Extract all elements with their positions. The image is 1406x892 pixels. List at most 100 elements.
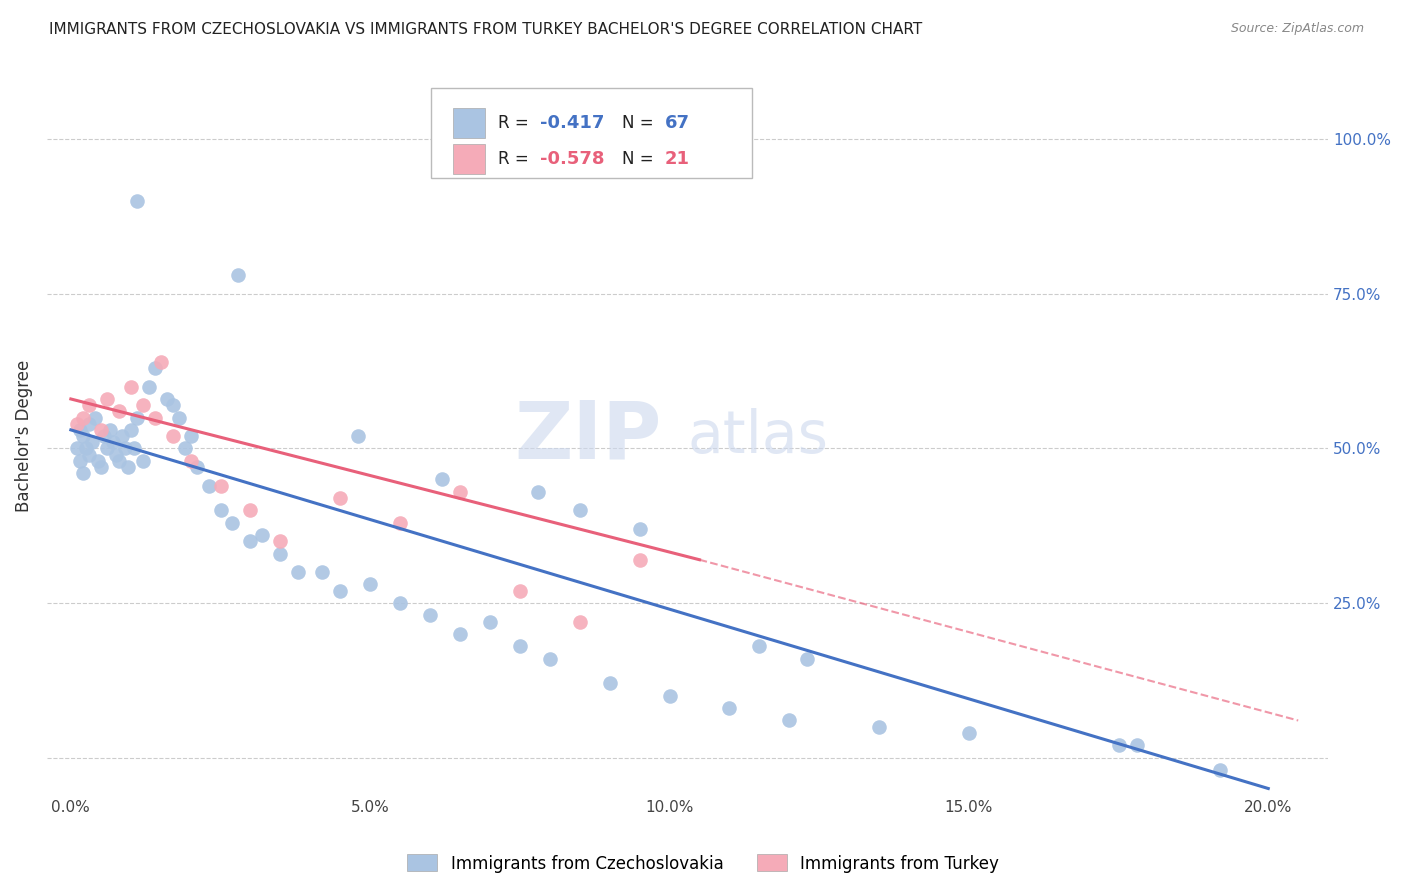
Point [347,429,370,443]
Point [389,516,412,530]
Point [1125,738,1147,752]
Point [87,454,110,468]
Point [658,689,681,703]
Point [186,460,208,475]
Point [162,398,184,412]
Point [83,410,105,425]
Point [77,398,100,412]
Point [359,577,381,591]
Point [329,583,352,598]
Point [98,423,121,437]
Point [1108,738,1130,752]
Point [209,503,232,517]
Point [329,491,352,505]
Point [180,454,202,468]
Point [149,355,172,369]
Point [209,478,232,492]
Text: R =: R = [498,151,534,169]
Bar [453,145,485,175]
Point [107,454,129,468]
Point [628,553,651,567]
Point [66,417,89,431]
Text: -0.578: -0.578 [540,151,605,169]
Point [796,651,818,665]
Point [509,583,531,598]
Point [287,565,309,579]
Point [101,435,124,450]
Point [111,429,134,443]
Bar [453,108,485,138]
Point [72,410,94,425]
Point [527,484,550,499]
Point [269,534,291,549]
Point [311,565,333,579]
Point [125,194,148,208]
Text: -0.417: -0.417 [540,114,605,132]
Point [80,435,103,450]
Point [748,640,770,654]
Point [868,720,890,734]
Point [66,442,89,456]
Point [449,627,471,641]
Point [131,454,153,468]
Point [72,466,94,480]
Point [117,460,139,475]
Point [599,676,621,690]
Point [221,516,243,530]
Point [509,640,531,654]
Text: ZIP: ZIP [515,397,662,475]
Point [239,503,262,517]
Text: 67: 67 [665,114,689,132]
Point [173,442,195,456]
Point [96,442,118,456]
Point [389,596,412,610]
Point [957,726,980,740]
Point [77,448,100,462]
Text: N =: N = [623,114,659,132]
Point [96,392,118,406]
Point [93,429,115,443]
Point [69,454,91,468]
Text: 21: 21 [665,151,689,169]
Point [628,522,651,536]
Point [167,410,190,425]
Point [478,615,501,629]
FancyBboxPatch shape [432,88,752,178]
Text: R =: R = [498,114,534,132]
Point [90,423,112,437]
Point [252,528,274,542]
Point [162,429,184,443]
Point [107,404,129,418]
Point [120,379,142,393]
Point [90,460,112,475]
Point [228,268,250,283]
Point [156,392,179,406]
Point [69,423,91,437]
Point [143,361,166,376]
Y-axis label: Bachelor's Degree: Bachelor's Degree [15,360,32,512]
Text: N =: N = [623,151,659,169]
Point [430,472,453,486]
Point [718,701,741,715]
Point [72,429,94,443]
Point [568,615,591,629]
Point [120,423,142,437]
Point [138,379,160,393]
Point [114,442,136,456]
Point [180,429,202,443]
Text: IMMIGRANTS FROM CZECHOSLOVAKIA VS IMMIGRANTS FROM TURKEY BACHELOR'S DEGREE CORRE: IMMIGRANTS FROM CZECHOSLOVAKIA VS IMMIGR… [49,22,922,37]
Legend: Immigrants from Czechoslovakia, Immigrants from Turkey: Immigrants from Czechoslovakia, Immigran… [401,847,1005,880]
Point [197,478,219,492]
Point [269,547,291,561]
Point [778,714,800,728]
Text: Source: ZipAtlas.com: Source: ZipAtlas.com [1230,22,1364,36]
Point [449,484,471,499]
Point [538,651,561,665]
Point [143,410,166,425]
Point [104,448,127,462]
Point [77,417,100,431]
Point [125,410,148,425]
Point [131,398,153,412]
Text: atlas: atlas [688,408,828,465]
Point [419,608,441,623]
